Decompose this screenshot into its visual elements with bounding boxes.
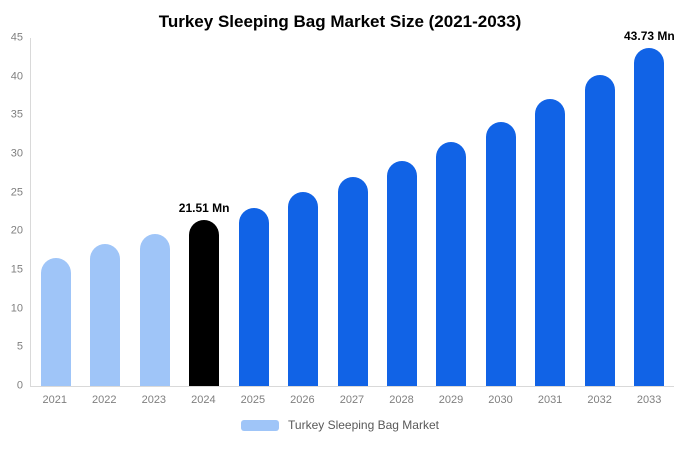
- bar-slot-2033: 43.73 Mn: [624, 29, 675, 386]
- chart-body: 0 5 10 15 20 25 30 35 40 45 21.51 Mn 43.73 Mn: [0, 29, 680, 391]
- x-label-2021: 2021: [42, 394, 67, 406]
- bar-2029: [436, 141, 467, 386]
- bar-2030: [485, 121, 516, 386]
- x-label-2030: 2030: [488, 394, 513, 406]
- bar-2026: [288, 191, 319, 386]
- bar-slot-2027: [328, 38, 377, 386]
- y-axis: 0 5 10 15 20 25 30 35 40 45: [0, 32, 30, 391]
- y-tick-15: 15: [10, 263, 23, 276]
- x-label-2022: 2022: [92, 394, 117, 406]
- bar-slot-2028: [377, 38, 426, 386]
- y-tick-10: 10: [10, 302, 23, 315]
- x-label-2025: 2025: [240, 394, 266, 406]
- y-tick-20: 20: [10, 224, 23, 237]
- bar-2032: [584, 75, 615, 386]
- data-label-2033: 43.73 Mn: [624, 28, 675, 43]
- x-label-2032: 2032: [587, 394, 612, 406]
- bar-2023: [139, 233, 170, 386]
- bar-2033: [634, 47, 665, 386]
- y-tick-25: 25: [10, 186, 23, 199]
- bar-slot-2029: [427, 38, 476, 386]
- x-label-2031: 2031: [537, 394, 563, 406]
- x-label-2024: 2024: [191, 394, 216, 406]
- y-tick-5: 5: [16, 340, 23, 353]
- bar-slot-2022: [80, 38, 129, 386]
- chart-title: Turkey Sleeping Bag Market Size (2021-20…: [158, 12, 522, 31]
- x-label-2029: 2029: [438, 394, 464, 406]
- y-tick-30: 30: [10, 147, 23, 160]
- bar-slot-2030: [476, 38, 525, 386]
- bar-slot-2026: [278, 38, 327, 386]
- y-tick-0: 0: [16, 379, 23, 392]
- legend: Turkey Sleeping Bag Market: [0, 418, 680, 432]
- legend-swatch-icon: [241, 419, 280, 431]
- legend-label: Turkey Sleeping Bag Market: [288, 418, 439, 432]
- bar-2031: [535, 99, 566, 386]
- bar-2024: [189, 219, 220, 386]
- y-tick-40: 40: [10, 70, 23, 83]
- x-axis: 2021 2022 2023 2024 2025 2026 2027 2028 2029 2030…: [30, 394, 674, 406]
- bar-2022: [90, 244, 121, 386]
- bar-2028: [387, 160, 418, 386]
- bar-slot-2021: [31, 38, 80, 386]
- x-label-2023: 2023: [141, 394, 167, 406]
- plot-area: 21.51 Mn 43.73 Mn: [30, 29, 675, 387]
- y-tick-45: 45: [10, 31, 23, 44]
- bar-slot-2032: [575, 38, 624, 386]
- bar-slot-2023: [130, 38, 179, 386]
- bar-2021: [40, 258, 71, 386]
- x-label-2033: 2033: [636, 394, 662, 406]
- bar-2025: [238, 208, 269, 386]
- bar-slot-2025: [229, 38, 278, 386]
- bar-slot-2024: 21.51 Mn: [178, 38, 230, 386]
- data-label-2024: 21.51 Mn: [178, 200, 230, 215]
- x-label-2028: 2028: [389, 394, 414, 406]
- bar-2027: [337, 177, 368, 386]
- x-label-2026: 2026: [290, 394, 315, 406]
- y-tick-35: 35: [10, 108, 23, 121]
- bar-slot-2031: [526, 38, 575, 386]
- x-label-2027: 2027: [339, 394, 365, 406]
